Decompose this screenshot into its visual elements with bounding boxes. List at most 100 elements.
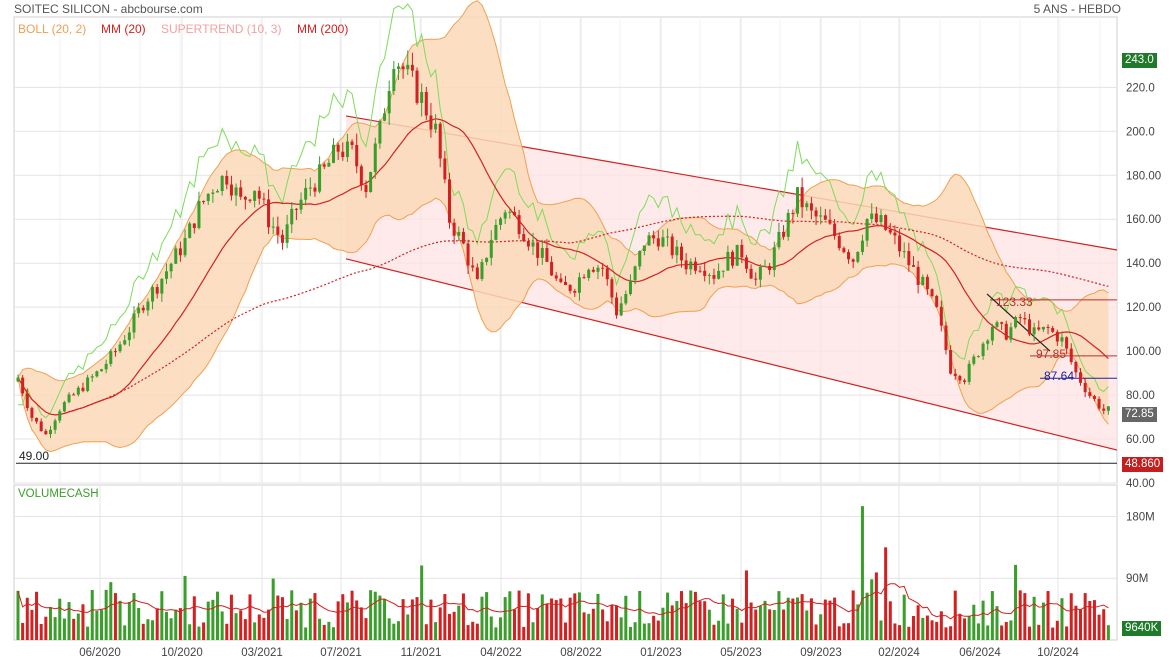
candle-body <box>633 266 637 281</box>
candle-body <box>475 267 479 279</box>
volume-bar <box>925 615 929 640</box>
candle-body <box>911 265 915 267</box>
candle-body <box>517 215 521 235</box>
candle-body <box>1088 392 1092 397</box>
candle-body <box>299 199 303 210</box>
volume-bar <box>313 593 317 640</box>
volume-bar <box>522 626 526 640</box>
volume-bar <box>814 624 818 640</box>
candle-body <box>605 268 609 280</box>
volume-bar <box>656 620 660 640</box>
candle-body <box>132 313 136 333</box>
volume-bar <box>262 617 266 640</box>
volume-bar <box>550 598 554 640</box>
candle-body <box>471 265 475 268</box>
y-tick-label: 180.00 <box>1126 170 1161 182</box>
volume-bar <box>874 572 878 640</box>
candle-body <box>345 141 349 158</box>
candle-body <box>624 294 628 304</box>
volume-bar <box>276 595 280 640</box>
volume-bar <box>100 609 104 640</box>
volume-bar <box>963 618 967 640</box>
volume-bar <box>155 608 159 640</box>
candle-body <box>712 275 716 279</box>
volume-bar <box>234 613 238 640</box>
volume-bar <box>851 590 855 640</box>
volume-bar <box>415 597 419 640</box>
candle-body <box>225 176 229 185</box>
candle-body <box>949 350 953 374</box>
candle-body <box>44 431 48 435</box>
candle-body <box>1009 327 1013 340</box>
volume-bar <box>424 624 428 640</box>
volume-bar <box>475 623 479 640</box>
candle-body <box>842 248 846 253</box>
volume-bar <box>225 623 229 640</box>
volume-bar <box>39 624 43 640</box>
volume-bar <box>508 591 512 640</box>
candle-body <box>615 297 619 316</box>
candle-body <box>336 144 340 152</box>
candle-body <box>192 223 196 229</box>
candle-body <box>90 376 94 378</box>
candle-body <box>364 185 368 193</box>
candle-body <box>791 212 795 214</box>
candle-body <box>550 261 554 276</box>
volume-bar <box>577 592 581 640</box>
volume-bar <box>81 604 85 640</box>
candle-body <box>174 248 178 264</box>
volume-bar <box>44 616 48 640</box>
candle-body <box>137 307 141 314</box>
volume-bar <box>392 623 396 640</box>
candle-body <box>1046 326 1050 328</box>
volume-bar <box>280 597 284 640</box>
volume-bar <box>731 598 735 640</box>
candle-body <box>874 213 878 223</box>
x-tick-label: 04/2022 <box>480 647 522 659</box>
candle-body <box>805 203 809 208</box>
candle-body <box>229 184 233 196</box>
volume-bar <box>930 620 934 640</box>
candle-body <box>447 179 452 223</box>
candle-body <box>670 236 674 256</box>
candle-body <box>916 266 920 285</box>
candle-body <box>489 239 493 258</box>
volume-bar <box>373 591 377 640</box>
volume-bar <box>160 591 164 640</box>
candle-body <box>679 246 684 261</box>
volume-bar <box>1000 625 1004 640</box>
volume-last-tag: 9640K <box>1122 621 1162 636</box>
volume-bar <box>563 622 568 640</box>
candle-body <box>290 208 294 225</box>
candle-body <box>744 257 748 269</box>
volume-bar <box>610 605 614 640</box>
volume-bar <box>619 617 623 640</box>
candle-body <box>58 411 62 421</box>
candle-body <box>127 332 131 341</box>
candle-body <box>1079 372 1083 383</box>
candle-body <box>313 187 317 192</box>
candle-body <box>967 363 971 382</box>
volume-bar <box>791 598 795 640</box>
volume-bar <box>304 627 308 640</box>
volume-bar <box>795 597 799 640</box>
x-tick-label: 08/2022 <box>560 647 602 659</box>
volume-bar <box>67 602 71 640</box>
candle-body <box>503 212 507 219</box>
volume-bar <box>568 597 572 640</box>
volume-bar <box>118 600 122 640</box>
candle-body <box>1097 398 1101 409</box>
volume-bar <box>870 579 874 640</box>
candle-body <box>675 246 679 256</box>
candle-body <box>280 234 284 243</box>
y-tick-label: 140.00 <box>1126 258 1161 270</box>
volume-bar <box>257 614 261 640</box>
volume-bar <box>1051 627 1055 640</box>
volume-bar <box>21 622 25 640</box>
candle-body <box>782 231 786 237</box>
volume-bar <box>902 594 906 640</box>
candle-body <box>197 201 201 229</box>
candle-body <box>109 351 113 364</box>
volume-bar <box>1018 590 1022 640</box>
x-tick-label: 10/2020 <box>161 647 203 659</box>
